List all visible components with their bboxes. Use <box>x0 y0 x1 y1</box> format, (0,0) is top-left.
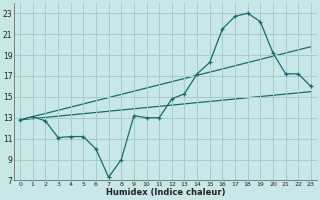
X-axis label: Humidex (Indice chaleur): Humidex (Indice chaleur) <box>106 188 225 197</box>
